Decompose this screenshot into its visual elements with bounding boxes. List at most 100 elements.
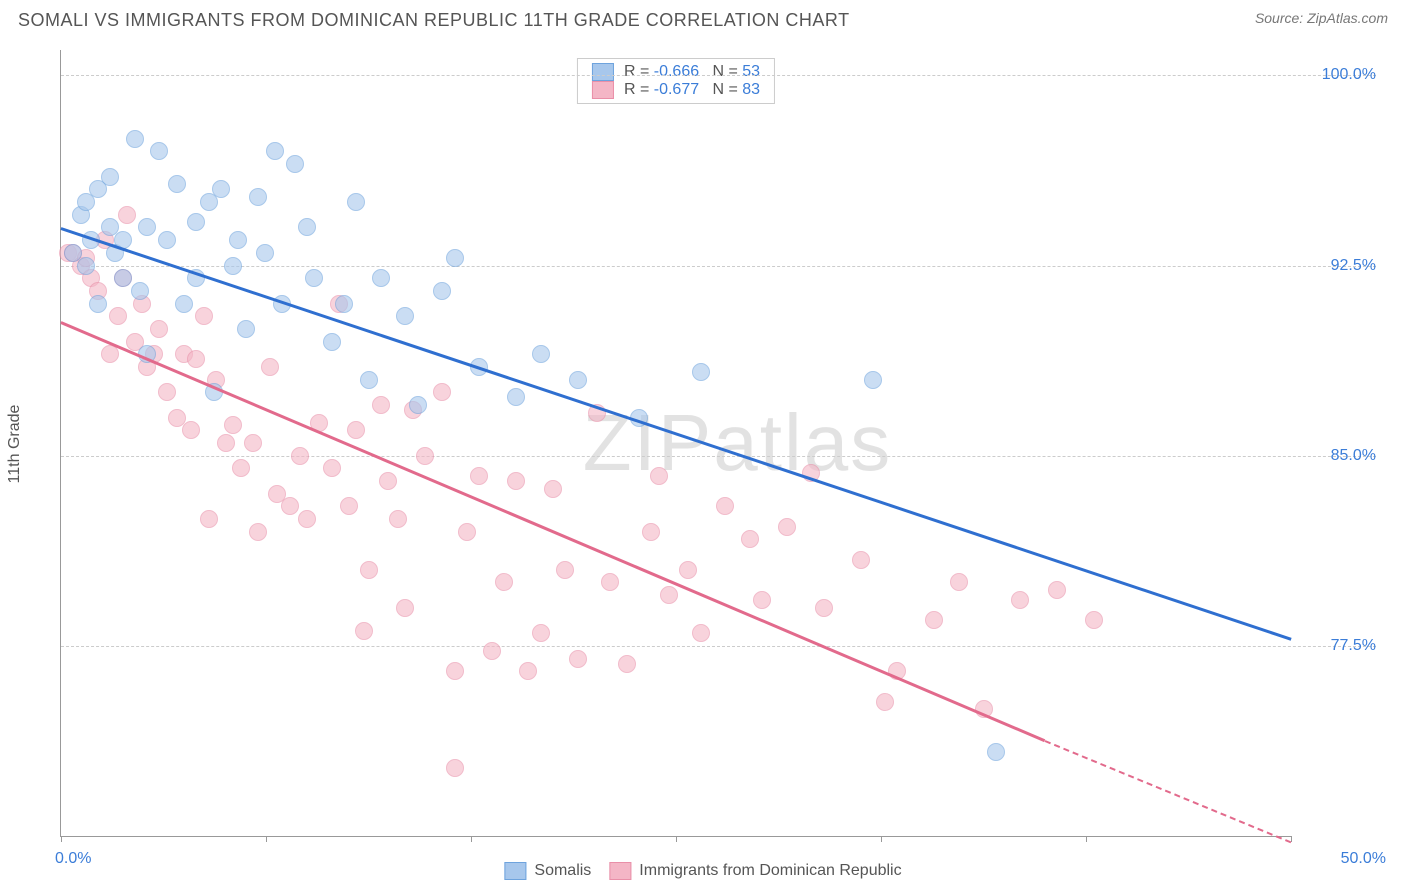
stats-text-series1: R = -0.666 N = 53 (624, 63, 760, 81)
data-point-s2 (416, 447, 434, 465)
source-attribution: Source: ZipAtlas.com (1255, 10, 1388, 26)
data-point-s2 (182, 421, 200, 439)
data-point-s2 (360, 561, 378, 579)
data-point-s2 (379, 472, 397, 490)
data-point-s1 (77, 257, 95, 275)
data-point-s2 (618, 655, 636, 673)
data-point-s1 (131, 282, 149, 300)
data-point-s2 (852, 551, 870, 569)
stats-legend: R = -0.666 N = 53 R = -0.677 N = 83 (577, 58, 775, 104)
data-point-s1 (187, 213, 205, 231)
data-point-s2 (118, 206, 136, 224)
data-point-s1 (347, 193, 365, 211)
data-point-s2 (569, 650, 587, 668)
data-point-s2 (347, 421, 365, 439)
data-point-s2 (556, 561, 574, 579)
x-tick (1086, 836, 1087, 842)
data-point-s2 (650, 467, 668, 485)
data-point-s2 (815, 599, 833, 617)
data-point-s2 (660, 586, 678, 604)
data-point-s1 (446, 249, 464, 267)
plot-area: ZIPatlas R = -0.666 N = 53 R = -0.677 N … (60, 50, 1291, 837)
data-point-s2 (601, 573, 619, 591)
data-point-s2 (679, 561, 697, 579)
data-point-s2 (224, 416, 242, 434)
stats-text-series2: R = -0.677 N = 83 (624, 81, 760, 99)
data-point-s1 (150, 142, 168, 160)
data-point-s2 (168, 409, 186, 427)
data-point-s1 (158, 231, 176, 249)
data-point-s2 (232, 459, 250, 477)
data-point-s1 (266, 142, 284, 160)
y-tick-label: 92.5% (1296, 257, 1376, 275)
data-point-s2 (101, 345, 119, 363)
data-point-s2 (876, 693, 894, 711)
data-point-s1 (692, 363, 710, 381)
watermark: ZIPatlas (583, 397, 892, 489)
data-point-s2 (778, 518, 796, 536)
data-point-s2 (470, 467, 488, 485)
x-axis-start-label: 0.0% (55, 850, 91, 868)
data-point-s2 (187, 350, 205, 368)
data-point-s2 (1011, 591, 1029, 609)
data-point-s1 (323, 333, 341, 351)
data-point-s2 (340, 497, 358, 515)
data-point-s1 (212, 180, 230, 198)
data-point-s2 (1085, 611, 1103, 629)
bottom-legend: Somalis Immigrants from Dominican Republ… (504, 862, 901, 880)
data-point-s1 (433, 282, 451, 300)
data-point-s2 (950, 573, 968, 591)
data-point-s2 (741, 530, 759, 548)
y-tick-label: 77.5% (1296, 637, 1376, 655)
data-point-s2 (753, 591, 771, 609)
data-point-s2 (217, 434, 235, 452)
data-point-s2 (495, 573, 513, 591)
trend-line (61, 321, 1046, 742)
data-point-s2 (244, 434, 262, 452)
data-point-s1 (101, 168, 119, 186)
data-point-s2 (642, 523, 660, 541)
data-point-s1 (305, 269, 323, 287)
data-point-s2 (150, 320, 168, 338)
data-point-s1 (168, 175, 186, 193)
data-point-s1 (532, 345, 550, 363)
gridline (61, 266, 1376, 267)
data-point-s2 (1048, 581, 1066, 599)
data-point-s1 (229, 231, 247, 249)
data-point-s2 (483, 642, 501, 660)
legend-label-series2: Immigrants from Dominican Republic (639, 862, 901, 880)
data-point-s2 (446, 662, 464, 680)
x-tick (61, 836, 62, 842)
swatch-series1 (592, 63, 614, 81)
chart-title: SOMALI VS IMMIGRANTS FROM DOMINICAN REPU… (18, 10, 850, 31)
data-point-s1 (987, 743, 1005, 761)
legend-swatch-series1 (504, 862, 526, 880)
data-point-s2 (372, 396, 390, 414)
gridline (61, 75, 1376, 76)
data-point-s2 (249, 523, 267, 541)
x-tick (266, 836, 267, 842)
x-axis-end-label: 50.0% (1341, 850, 1386, 868)
data-point-s1 (237, 320, 255, 338)
data-point-s2 (692, 624, 710, 642)
data-point-s2 (291, 447, 309, 465)
plot-container: 11th Grade ZIPatlas R = -0.666 N = 53 R … (60, 50, 1376, 837)
trend-line (61, 228, 1292, 641)
data-point-s1 (298, 218, 316, 236)
data-point-s1 (372, 269, 390, 287)
data-point-s2 (519, 662, 537, 680)
data-point-s1 (224, 257, 242, 275)
data-point-s1 (256, 244, 274, 262)
data-point-s1 (864, 371, 882, 389)
data-point-s1 (335, 295, 353, 313)
data-point-s2 (396, 599, 414, 617)
data-point-s1 (569, 371, 587, 389)
data-point-s2 (195, 307, 213, 325)
swatch-series2 (592, 81, 614, 99)
trend-line (1045, 740, 1292, 843)
x-tick (471, 836, 472, 842)
data-point-s2 (716, 497, 734, 515)
data-point-s1 (249, 188, 267, 206)
data-point-s2 (355, 622, 373, 640)
data-point-s1 (114, 269, 132, 287)
